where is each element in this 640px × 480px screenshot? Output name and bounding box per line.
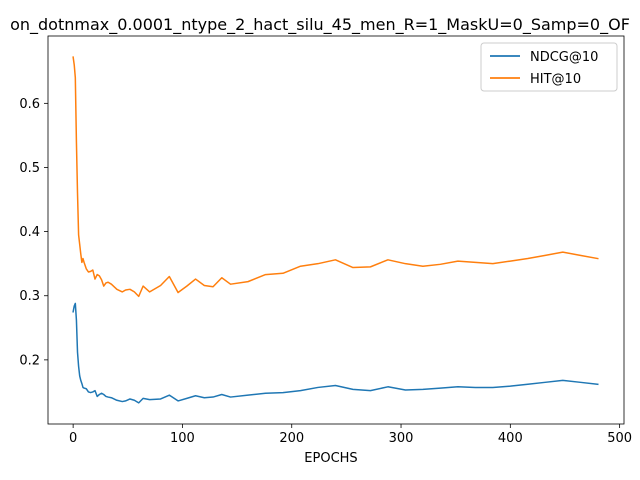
plot-area <box>48 36 624 424</box>
chart-title: on_dotnmax_0.0001_ntype_2_hact_silu_45_m… <box>10 15 630 35</box>
x-tick-label: 200 <box>279 431 304 446</box>
x-tick-label: 400 <box>498 431 523 446</box>
x-axis-label: EPOCHS <box>304 451 357 466</box>
x-tick-label: 500 <box>607 431 632 446</box>
x-tick-label: 300 <box>389 431 414 446</box>
series-line-hit <box>72 56 599 298</box>
y-tick-label: 0.3 <box>19 289 40 304</box>
y-tick-label: 0.5 <box>19 161 40 176</box>
y-tick-label: 0.6 <box>19 97 40 112</box>
plot-frame <box>47 35 625 425</box>
y-tick-label: 0.2 <box>19 353 40 368</box>
series-line-ndcg <box>72 302 599 404</box>
legend-label-ndcg: NDCG@10 <box>530 50 598 65</box>
legend-frame <box>480 42 618 92</box>
legend-label-hit: HIT@10 <box>530 72 581 87</box>
y-tick-label: 0.4 <box>19 225 40 240</box>
legend: NDCG@10 HIT@10 <box>480 42 618 92</box>
x-tick-label: 100 <box>170 431 195 446</box>
axes-layer: 0 100 200 300 400 500 0.2 0.3 0.4 0.5 0.6 <box>19 35 632 446</box>
series-layer <box>72 56 599 404</box>
x-tick-label: 0 <box>69 431 77 446</box>
